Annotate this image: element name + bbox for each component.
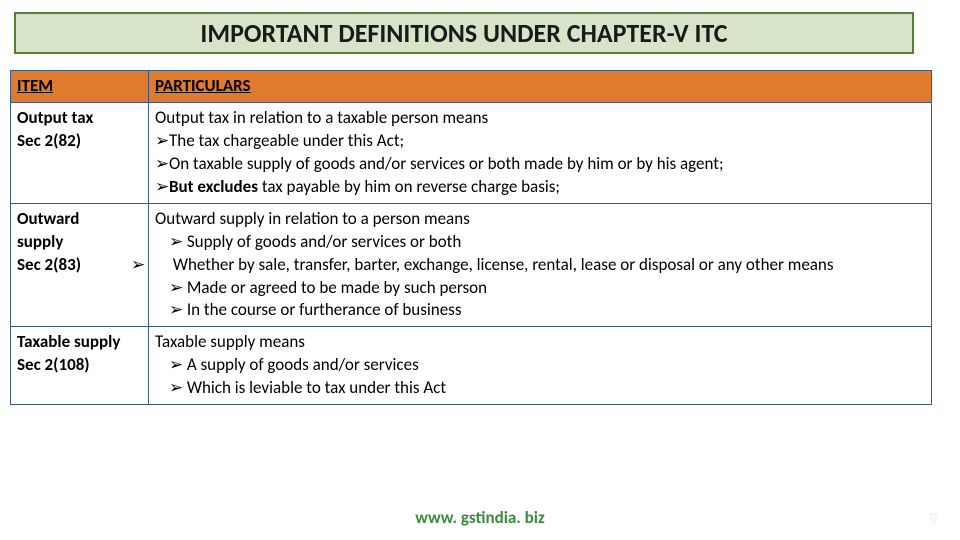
item-cell: Taxable supply Sec 2(108) [11,327,149,405]
bullet-icon: ➢ [155,153,169,176]
particulars-cell: Taxable supply means ➢ A supply of goods… [149,327,932,405]
bullet-icon: ➢ [169,354,183,377]
bullet-icon: ➢ [169,299,183,322]
title-bar: IMPORTANT DEFINITIONS UNDER CHAPTER-V IT… [14,12,914,54]
header-particulars: PARTICULARS [149,71,932,103]
table-row: Outward supply Sec 2(83) Outward supply … [11,203,932,327]
bullet-icon: ➢ [155,176,169,199]
header-item: ITEM [11,71,149,103]
item-cell: Output tax Sec 2(82) [11,102,149,203]
particulars-cell: Output tax in relation to a taxable pers… [149,102,932,203]
bullet-icon: ➢ [155,130,169,153]
table-header-row: ITEM PARTICULARS [11,71,932,103]
bullet-icon: ➢ [155,254,169,277]
bullet-icon: ➢ [169,377,183,400]
item-cell: Outward supply Sec 2(83) [11,203,149,327]
table-row: Output tax Sec 2(82) Output tax in relat… [11,102,932,203]
bullet-icon: ➢ [169,231,183,254]
particulars-cell: Outward supply in relation to a person m… [149,203,932,327]
definitions-table: ITEM PARTICULARS Output tax Sec 2(82) Ou… [10,70,932,405]
footer-url: www. gstindia. biz [0,507,960,528]
slide-title: IMPORTANT DEFINITIONS UNDER CHAPTER-V IT… [200,17,727,49]
table-row: Taxable supply Sec 2(108) Taxable supply… [11,327,932,405]
page-number: 9 [929,508,938,530]
bullet-icon: ➢ [169,277,183,300]
